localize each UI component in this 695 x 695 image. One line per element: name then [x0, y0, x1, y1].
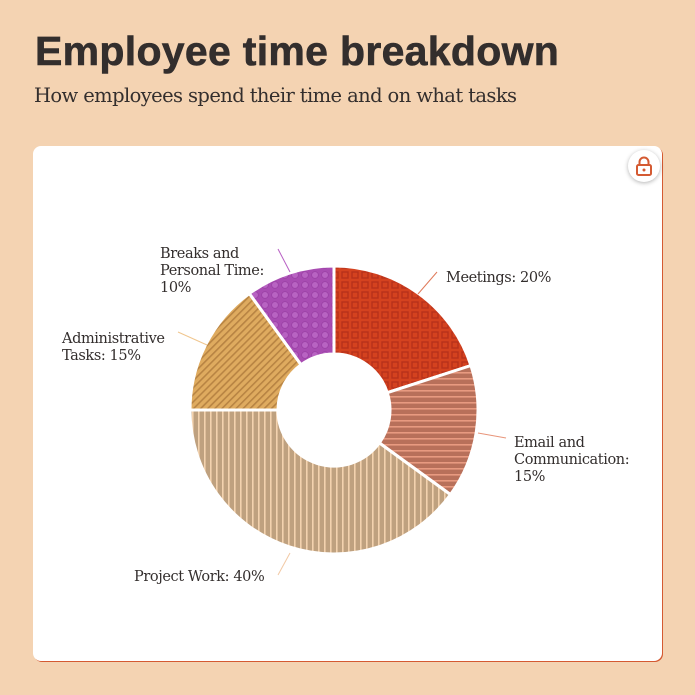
label-project-work: Project Work: 40%	[134, 569, 264, 585]
slice-meetings[interactable]	[332, 264, 473, 395]
label-breaks-personal-time: Breaks and Personal Time: 10%	[160, 246, 268, 296]
slice-email-communication[interactable]	[377, 364, 480, 497]
leader-project	[277, 552, 291, 576]
lock-icon	[636, 156, 652, 176]
page-title: Employee time breakdown	[35, 28, 560, 75]
leader-meetings	[417, 271, 438, 295]
label-administrative-tasks: Administrative Tasks: 15%	[61, 331, 169, 364]
label-email-communication: Email and Communication: 15%	[514, 435, 633, 485]
leader-admin	[177, 331, 208, 346]
slice-breaks-personal-time[interactable]	[247, 264, 336, 367]
slice-administrative-tasks[interactable]	[188, 292, 303, 412]
slice-project-work[interactable]	[188, 408, 452, 556]
page-subtitle: How employees spend their time and on wh…	[34, 84, 517, 107]
leader-email	[477, 432, 507, 439]
lock-button[interactable]	[628, 150, 660, 182]
label-meetings: Meetings: 20%	[446, 270, 551, 286]
leader-breaks	[277, 248, 291, 273]
chart-card	[33, 146, 662, 661]
